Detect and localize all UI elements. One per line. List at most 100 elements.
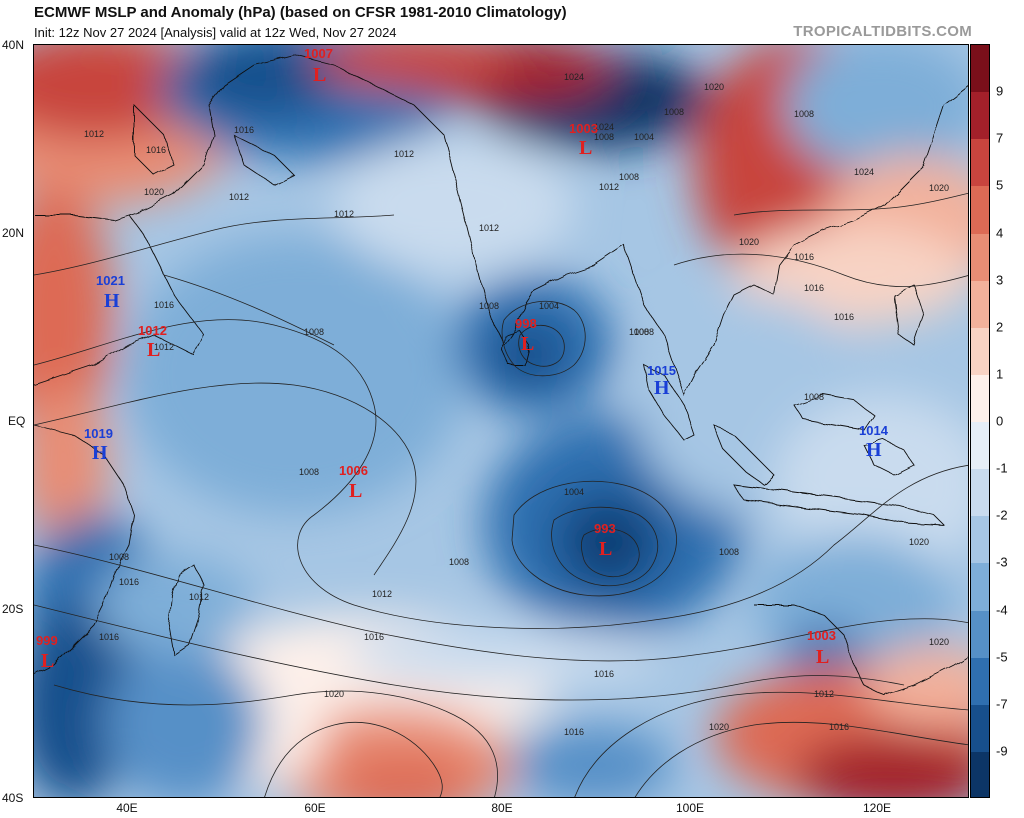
isobar-label: 1016 bbox=[154, 300, 174, 310]
colorbar-segment bbox=[971, 139, 989, 187]
lon-label: 100E bbox=[675, 801, 705, 815]
colorbar-tick-label: 2 bbox=[996, 319, 1004, 335]
pressure-value: 1015 bbox=[647, 363, 676, 378]
pressure-value: 1006 bbox=[339, 463, 368, 478]
isobar-label: 1016 bbox=[564, 727, 584, 737]
high-pressure-marker: 1015 H bbox=[647, 363, 676, 399]
colorbar-tick-label: -7 bbox=[996, 696, 1008, 712]
isobar-label: 1020 bbox=[144, 187, 164, 197]
lat-label: 20N bbox=[2, 226, 25, 240]
isobar-label: 1016 bbox=[234, 125, 254, 135]
chart-title: ECMWF MSLP and Anomaly (hPa) (based on C… bbox=[34, 4, 567, 21]
isobar-label: 1004 bbox=[539, 301, 559, 311]
isobar-label: 1020 bbox=[929, 637, 949, 647]
isobar-label: 1016 bbox=[794, 252, 814, 262]
pressure-value: 1021 bbox=[96, 273, 125, 288]
isobar-label: 1008 bbox=[664, 107, 684, 117]
isobar-label: 1004 bbox=[564, 487, 584, 497]
isobar-label: 1012 bbox=[154, 342, 174, 352]
low-pressure-marker: 999 L bbox=[36, 633, 58, 672]
colorbar-segment bbox=[971, 327, 989, 375]
colorbar-segment bbox=[971, 45, 989, 93]
isobar-label: 1016 bbox=[119, 577, 139, 587]
colorbar-segment bbox=[971, 92, 989, 140]
colorbar-segment bbox=[971, 280, 989, 328]
isobar-label: 1008 bbox=[109, 552, 129, 562]
colorbar-segment bbox=[971, 563, 989, 611]
high-pressure-marker: 1021 H bbox=[96, 273, 125, 312]
isobar-label: 1012 bbox=[84, 129, 104, 139]
isobar-label: 1016 bbox=[804, 283, 824, 293]
isobar-label: 1016 bbox=[99, 632, 119, 642]
colorbar-tick-label: -3 bbox=[996, 554, 1008, 570]
pressure-letter: H bbox=[654, 377, 670, 399]
pressure-letter: L bbox=[816, 646, 829, 668]
pressure-value: 1003 bbox=[807, 628, 836, 643]
pressure-letter: L bbox=[579, 137, 592, 159]
colorbar-tick-label: -5 bbox=[996, 649, 1008, 665]
lon-label: 40E bbox=[116, 801, 138, 815]
brand-watermark: TROPICALTIDBITS.COM bbox=[793, 23, 972, 40]
high-pressure-marker: 1019 H bbox=[84, 426, 113, 464]
pressure-letter: H bbox=[104, 290, 120, 312]
isobar-label: 1020 bbox=[739, 237, 759, 247]
isobar-label: 1012 bbox=[334, 209, 354, 219]
isobar-label: 1020 bbox=[929, 183, 949, 193]
low-pressure-marker: 1012 L bbox=[138, 323, 167, 361]
isobar-label: 1004 bbox=[634, 132, 654, 142]
chart-subtitle: Init: 12z Nov 27 2024 [Analysis] valid a… bbox=[34, 25, 397, 40]
map-panel: 1012 1016 1020 1024 1016 1012 1020 1012 … bbox=[33, 44, 969, 798]
pressure-value: 999 bbox=[36, 633, 58, 648]
isobar-label: 1008 bbox=[449, 557, 469, 567]
anomaly-field bbox=[34, 45, 968, 797]
low-pressure-marker: 998 L bbox=[515, 316, 537, 355]
colorbar-tick-label: -9 bbox=[996, 743, 1008, 759]
isobar-label: 1012 bbox=[189, 592, 209, 602]
colorbar-tick-label: -4 bbox=[996, 602, 1008, 617]
colorbar-segment bbox=[971, 469, 989, 517]
low-pressure-marker: 1003 L bbox=[569, 121, 598, 159]
colorbar-tick-label: 7 bbox=[996, 130, 1004, 146]
colorbar-tick-label: 9 bbox=[996, 83, 1004, 99]
lat-label: 40N bbox=[2, 38, 25, 52]
lat-label: 20S bbox=[2, 602, 24, 616]
isobar-label: 1020 bbox=[704, 82, 724, 92]
colorbar-segment bbox=[971, 422, 989, 470]
pressure-value: 993 bbox=[594, 521, 616, 536]
lat-label: EQ bbox=[8, 414, 26, 428]
lon-label: 80E bbox=[491, 801, 513, 815]
pressure-value: 1003 bbox=[569, 121, 598, 136]
anomaly-map: 1012 1016 1020 1024 1016 1012 1020 1012 … bbox=[34, 45, 968, 797]
isobar-label: 1016 bbox=[834, 312, 854, 322]
isobar-label: 1016 bbox=[594, 669, 614, 679]
isobar-label: 1024 bbox=[854, 167, 874, 177]
isobar-label: 1020 bbox=[909, 537, 929, 547]
isobar-label: 1008 bbox=[634, 327, 654, 337]
isobar-label: 1008 bbox=[304, 327, 324, 337]
coastlines bbox=[34, 54, 968, 696]
isobar-label: 1024 bbox=[564, 72, 584, 82]
colorbar-tick-label: 1 bbox=[996, 366, 1004, 382]
pressure-centres: 1007 L 1003 L 1021 H 1012 L 998 L 1015 H bbox=[36, 46, 889, 672]
isobar-label: 1012 bbox=[372, 589, 392, 599]
colorbar-tick-label: 0 bbox=[996, 413, 1004, 429]
pressure-letter: L bbox=[147, 339, 160, 361]
isobar-label: 1012 bbox=[599, 182, 619, 192]
isobar-label: 1016 bbox=[146, 145, 166, 155]
isobar-label: 1008 bbox=[619, 172, 639, 182]
low-pressure-marker: 1003 L bbox=[807, 628, 836, 668]
isobar-label: 1008 bbox=[629, 327, 649, 337]
isobar-label: 1020 bbox=[324, 689, 344, 699]
isobar-label: 1008 bbox=[804, 392, 824, 402]
pressure-letter: L bbox=[313, 64, 326, 86]
isobar-label: 1008 bbox=[594, 132, 614, 142]
pressure-value: 1012 bbox=[138, 323, 167, 338]
colorbar-segment bbox=[971, 516, 989, 564]
pressure-value: 998 bbox=[515, 316, 537, 331]
low-pressure-marker: 1006 L bbox=[339, 463, 368, 502]
colorbar-segment bbox=[971, 751, 989, 797]
pressure-letter: L bbox=[599, 538, 612, 560]
pressure-value: 1019 bbox=[84, 426, 113, 441]
isobar-label: 1020 bbox=[709, 722, 729, 732]
isobar-label: 1024 bbox=[594, 122, 614, 132]
